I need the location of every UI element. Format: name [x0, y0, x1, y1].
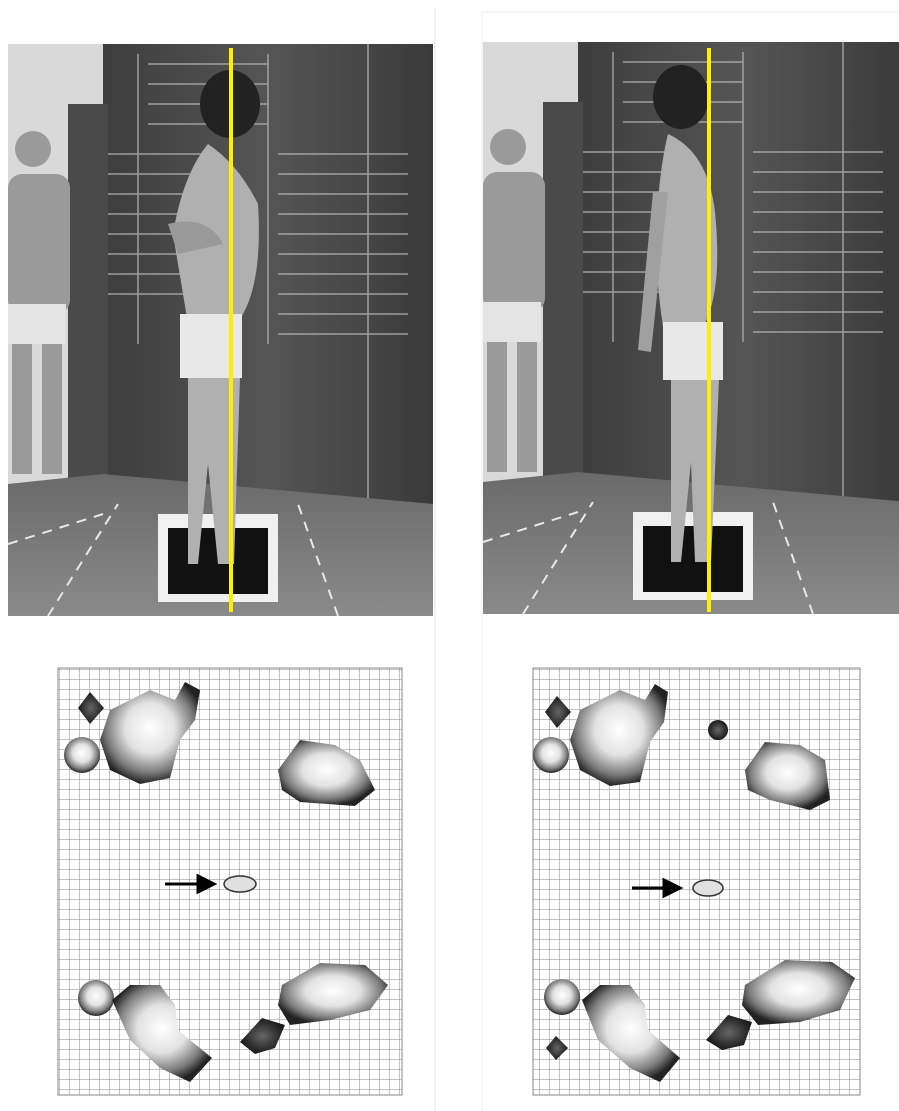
posture-photo — [483, 42, 899, 614]
posture-photo — [8, 44, 433, 616]
pressure-map — [533, 668, 860, 1095]
pressure-map — [58, 668, 402, 1095]
figure — [0, 0, 899, 1111]
page: (() => { const data = JSON.parse(documen… — [0, 0, 899, 1111]
